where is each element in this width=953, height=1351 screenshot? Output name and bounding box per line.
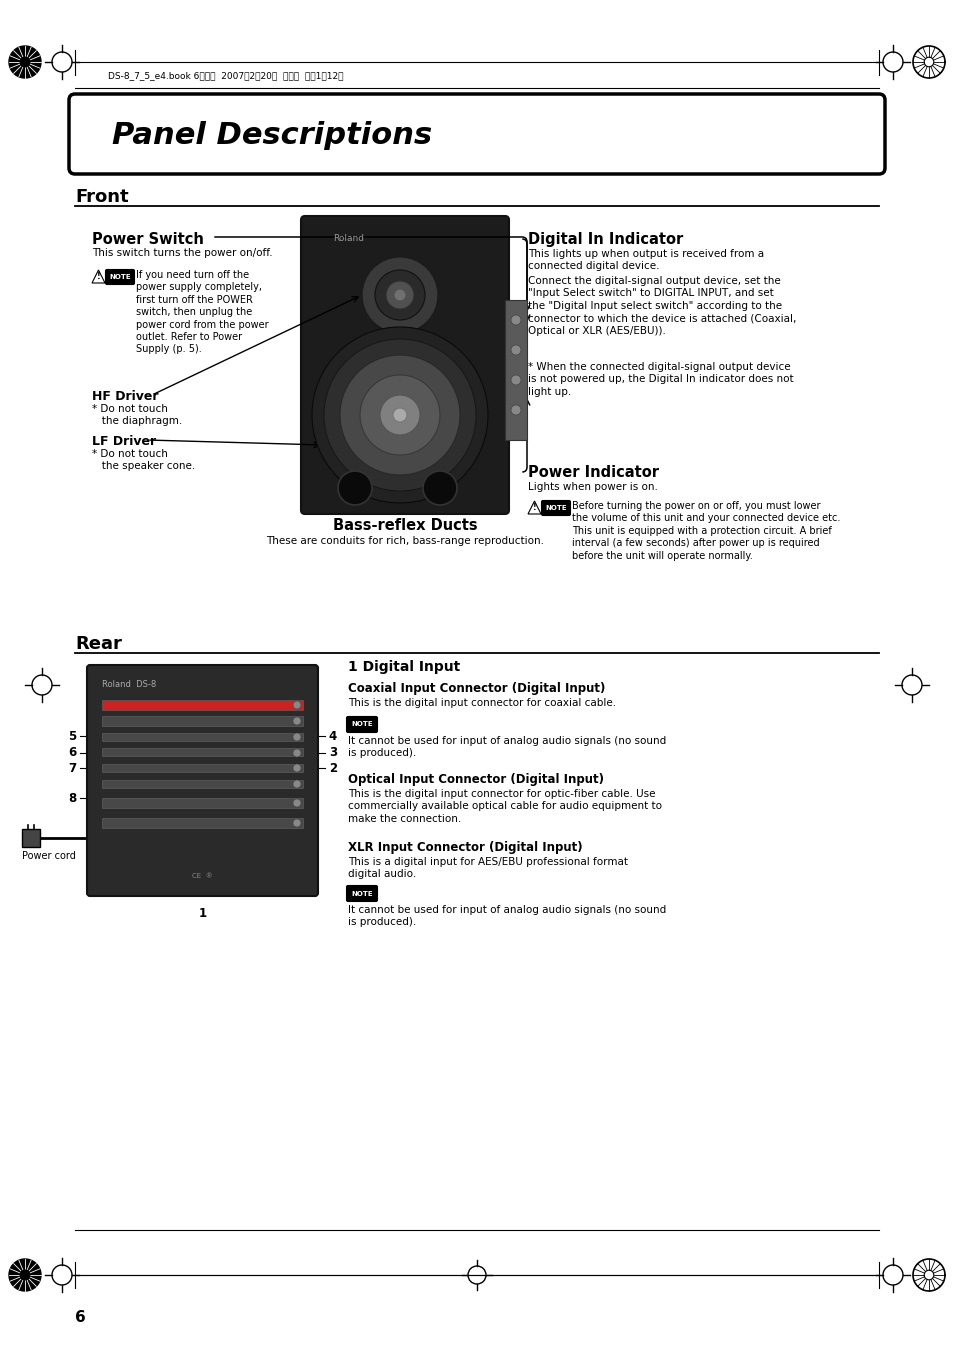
Text: XLR Input Connector (Digital Input): XLR Input Connector (Digital Input) <box>348 842 582 854</box>
Circle shape <box>293 717 301 725</box>
Text: Power Indicator: Power Indicator <box>527 465 659 480</box>
Bar <box>504 300 526 440</box>
Bar <box>102 734 303 740</box>
FancyBboxPatch shape <box>87 665 317 896</box>
Bar <box>102 748 303 757</box>
Circle shape <box>511 405 520 415</box>
Text: Digital In Indicator: Digital In Indicator <box>527 232 682 247</box>
Text: DS-8_7_5_e4.book 6ページ  2007年2月20日  火曜日  午後1時12分: DS-8_7_5_e4.book 6ページ 2007年2月20日 火曜日 午後1… <box>108 72 343 81</box>
Circle shape <box>293 701 301 709</box>
Circle shape <box>394 289 406 301</box>
Polygon shape <box>20 57 30 66</box>
Circle shape <box>386 281 414 309</box>
Text: Roland  DS-8: Roland DS-8 <box>102 680 156 689</box>
Bar <box>102 817 303 828</box>
Text: This is the digital input connector for coaxial cable.: This is the digital input connector for … <box>348 698 616 708</box>
Text: Panel Descriptions: Panel Descriptions <box>112 122 432 150</box>
Text: If you need turn off the
power supply completely,
first turn off the POWER
switc: If you need turn off the power supply co… <box>136 270 269 354</box>
Text: * When the connected digital-signal output device
is not powered up, the Digital: * When the connected digital-signal outp… <box>527 362 793 397</box>
Text: NOTE: NOTE <box>544 505 566 511</box>
Text: Roland: Roland <box>333 234 364 243</box>
Text: Coaxial Input Connector (Digital Input): Coaxial Input Connector (Digital Input) <box>348 682 605 694</box>
Polygon shape <box>20 1270 30 1279</box>
Bar <box>102 765 303 771</box>
Circle shape <box>359 376 439 455</box>
Text: 5: 5 <box>68 730 76 743</box>
FancyBboxPatch shape <box>346 885 377 901</box>
Polygon shape <box>9 1259 41 1292</box>
Circle shape <box>422 471 456 505</box>
FancyBboxPatch shape <box>346 716 377 732</box>
Polygon shape <box>91 270 105 282</box>
Text: !: ! <box>96 272 100 281</box>
Bar <box>22 830 40 847</box>
Text: Lights when power is on.: Lights when power is on. <box>527 482 658 492</box>
Text: This lights up when output is received from a
connected digital device.: This lights up when output is received f… <box>527 249 763 272</box>
Text: LF Driver: LF Driver <box>91 435 156 449</box>
Bar <box>102 716 303 725</box>
Circle shape <box>312 327 488 503</box>
Text: NOTE: NOTE <box>351 721 373 727</box>
Polygon shape <box>9 46 41 78</box>
Circle shape <box>293 798 301 807</box>
Circle shape <box>361 257 437 332</box>
Circle shape <box>339 355 459 476</box>
Text: Optical Input Connector (Digital Input): Optical Input Connector (Digital Input) <box>348 773 603 786</box>
Text: Connect the digital-signal output device, set the
"Input Select switch" to DIGIT: Connect the digital-signal output device… <box>527 276 796 335</box>
Circle shape <box>511 315 520 326</box>
Text: 6: 6 <box>75 1310 86 1325</box>
Text: 4: 4 <box>329 730 336 743</box>
Text: It cannot be used for input of analog audio signals (no sound
is produced).: It cannot be used for input of analog au… <box>348 905 665 927</box>
Text: Rear: Rear <box>75 635 122 653</box>
Text: 3: 3 <box>329 747 336 759</box>
FancyBboxPatch shape <box>301 216 509 513</box>
FancyBboxPatch shape <box>541 500 570 516</box>
Text: HF Driver: HF Driver <box>91 390 158 403</box>
Text: This is a digital input for AES/EBU professional format
digital audio.: This is a digital input for AES/EBU prof… <box>348 857 627 880</box>
Text: * Do not touch
   the speaker cone.: * Do not touch the speaker cone. <box>91 449 195 470</box>
Circle shape <box>293 780 301 788</box>
Circle shape <box>324 339 476 490</box>
Text: 8: 8 <box>68 792 76 804</box>
Circle shape <box>393 408 407 422</box>
FancyBboxPatch shape <box>106 269 134 285</box>
Bar <box>102 798 303 808</box>
Circle shape <box>511 345 520 355</box>
Text: NOTE: NOTE <box>109 274 131 280</box>
Text: Before turning the power on or off, you must lower
the volume of this unit and y: Before turning the power on or off, you … <box>572 501 840 561</box>
Circle shape <box>293 748 301 757</box>
Text: Power cord: Power cord <box>22 851 76 861</box>
Text: These are conduits for rich, bass-range reproduction.: These are conduits for rich, bass-range … <box>266 536 543 546</box>
Text: Bass-reflex Ducts: Bass-reflex Ducts <box>333 517 476 534</box>
Bar <box>102 700 303 711</box>
Text: Power Switch: Power Switch <box>91 232 204 247</box>
Text: !: ! <box>532 503 536 512</box>
FancyBboxPatch shape <box>69 95 884 174</box>
Circle shape <box>293 765 301 771</box>
Polygon shape <box>527 501 540 513</box>
Text: Front: Front <box>75 188 129 205</box>
Text: 1 Digital Input: 1 Digital Input <box>348 661 459 674</box>
Text: NOTE: NOTE <box>351 890 373 897</box>
Text: * Do not touch
   the diaphragm.: * Do not touch the diaphragm. <box>91 404 182 426</box>
Text: 6: 6 <box>68 747 76 759</box>
Circle shape <box>511 376 520 385</box>
Text: 1: 1 <box>198 907 207 920</box>
Text: 2: 2 <box>329 762 336 774</box>
Circle shape <box>379 394 419 435</box>
Text: 7: 7 <box>68 762 76 774</box>
Text: CE  ®: CE ® <box>192 873 213 880</box>
Text: This is the digital input connector for optic-fiber cable. Use
commercially avai: This is the digital input connector for … <box>348 789 661 824</box>
Text: It cannot be used for input of analog audio signals (no sound
is produced).: It cannot be used for input of analog au… <box>348 736 665 758</box>
Text: This switch turns the power on/off.: This switch turns the power on/off. <box>91 249 273 258</box>
Circle shape <box>375 270 424 320</box>
Bar <box>102 780 303 788</box>
Circle shape <box>293 819 301 827</box>
Circle shape <box>293 734 301 740</box>
Circle shape <box>337 471 372 505</box>
